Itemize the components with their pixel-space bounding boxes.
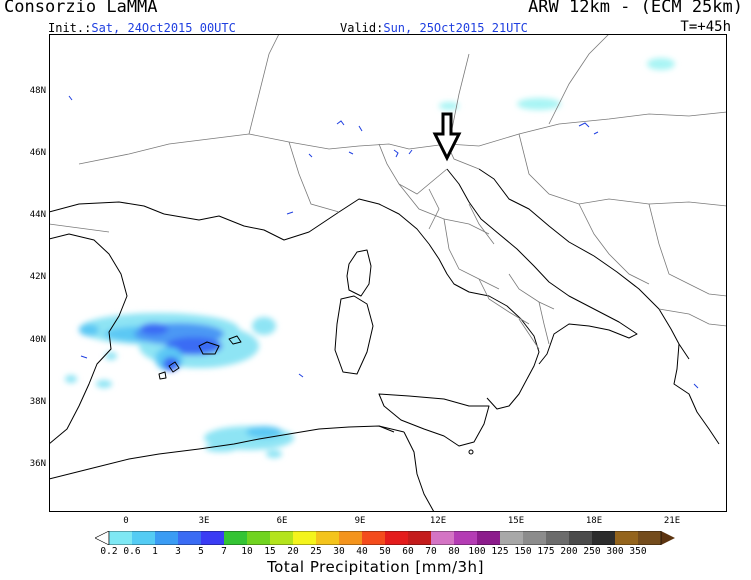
lon-label-21e: 21E	[663, 516, 681, 526]
lon-label-9e: 9E	[354, 516, 366, 526]
lat-label-40n: 40N	[29, 335, 46, 345]
precipitation-colorbar	[95, 531, 675, 545]
colorbar-swatch	[132, 531, 156, 545]
colorbar-tick-label: 0.2	[100, 546, 118, 557]
valid-label: Valid:	[340, 21, 384, 35]
lat-label-42n: 42N	[29, 272, 46, 282]
colorbar-tick-label: 50	[379, 546, 391, 557]
colorbar-min-triangle	[95, 531, 110, 545]
colorbar-tick-label: 20	[287, 546, 299, 557]
colorbar-swatch	[500, 531, 524, 545]
colorbar-tick-label: 0.6	[123, 546, 141, 557]
lon-label-12e: 12E	[429, 516, 447, 526]
colorbar-swatch	[339, 531, 363, 545]
colorbar-swatch	[546, 531, 570, 545]
coastlines	[49, 168, 720, 512]
lat-label-36n: 36N	[29, 459, 46, 469]
valid-time: Valid:Sun, 25Oct2015 21UTC	[340, 21, 528, 35]
colorbar-swatch	[431, 531, 455, 545]
lat-label-44n: 44N	[29, 210, 46, 220]
colorbar-swatch	[408, 531, 432, 545]
colorbar-tick-label: 7	[221, 546, 227, 557]
country-borders	[49, 34, 727, 350]
colorbar-tick-label: 30	[333, 546, 345, 557]
producer-title: Consorzio LaMMA	[4, 0, 158, 17]
colorbar-tick-label: 60	[402, 546, 414, 557]
colorbar-tick-label: 80	[448, 546, 460, 557]
colorbar-tick-label: 25	[310, 546, 322, 557]
down-arrow-icon	[432, 112, 462, 162]
colorbar-tick-label: 40	[356, 546, 368, 557]
colorbar-swatch	[316, 531, 340, 545]
forecast-step: T=+45h	[680, 19, 731, 35]
lon-label-6e: 6E	[276, 516, 288, 526]
colorbar-tick-label: 150	[514, 546, 532, 557]
colorbar-max-triangle	[661, 531, 675, 545]
colorbar-swatch	[109, 531, 133, 545]
lon-label-0: 0	[123, 516, 129, 526]
colorbar-swatch	[362, 531, 386, 545]
colorbar-swatch	[293, 531, 317, 545]
init-label: Init.:	[48, 21, 92, 35]
colorbar-tick-label: 175	[537, 546, 555, 557]
lat-label-48n: 48N	[29, 86, 46, 96]
lon-label-3e: 3E	[198, 516, 210, 526]
colorbar-tick-label: 1	[152, 546, 158, 557]
colorbar-tick-label: 70	[425, 546, 437, 557]
colorbar-tick-label: 250	[583, 546, 601, 557]
init-time: Init.:Sat, 24Oct2015 00UTC	[48, 21, 236, 35]
model-title: ARW 12km - (ECM 25km)	[528, 0, 743, 17]
precipitation-map	[49, 34, 727, 512]
colorbar-title: Total Precipitation [mm/3h]	[267, 558, 484, 576]
colorbar-tick-label: 350	[629, 546, 647, 557]
colorbar-tick-label: 100	[468, 546, 486, 557]
colorbar-tick-label: 200	[560, 546, 578, 557]
colorbar-swatch	[638, 531, 662, 545]
colorbar-swatch	[247, 531, 271, 545]
colorbar-swatch	[569, 531, 593, 545]
lon-label-15e: 15E	[507, 516, 525, 526]
colorbar-swatch	[224, 531, 248, 545]
colorbar-tick-label: 300	[606, 546, 624, 557]
colorbar-tick-label: 10	[241, 546, 253, 557]
colorbar-tick-label: 5	[198, 546, 204, 557]
colorbar-swatch	[615, 531, 639, 545]
colorbar-swatch	[592, 531, 616, 545]
precipitation-areas	[65, 58, 675, 458]
lat-label-38n: 38N	[29, 397, 46, 407]
colorbar-swatch	[201, 531, 225, 545]
colorbar-swatch	[155, 531, 179, 545]
lat-label-46n: 46N	[29, 148, 46, 158]
colorbar-tick-label: 15	[264, 546, 276, 557]
colorbar-swatch	[477, 531, 501, 545]
colorbar-tick-label: 125	[491, 546, 509, 557]
colorbar-swatch	[178, 531, 202, 545]
valid-value: Sun, 25Oct2015 21UTC	[383, 21, 528, 35]
colorbar-swatch	[523, 531, 547, 545]
lon-label-18e: 18E	[585, 516, 603, 526]
colorbar-swatch	[454, 531, 478, 545]
colorbar-swatch	[270, 531, 294, 545]
init-value: Sat, 24Oct2015 00UTC	[91, 21, 236, 35]
colorbar-tick-label: 3	[175, 546, 181, 557]
colorbar-swatch	[385, 531, 409, 545]
